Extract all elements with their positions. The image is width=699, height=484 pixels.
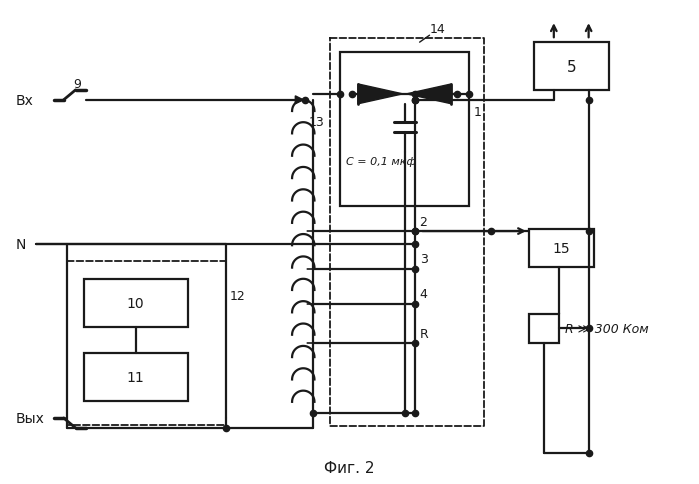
Text: Фиг. 2: Фиг. 2 xyxy=(324,460,374,475)
Text: 2: 2 xyxy=(419,215,428,228)
Polygon shape xyxy=(358,85,403,105)
Bar xyxy=(66,261,226,425)
Text: 4: 4 xyxy=(419,287,428,301)
Text: 12: 12 xyxy=(230,289,245,302)
Text: 5: 5 xyxy=(566,60,576,75)
Text: 14: 14 xyxy=(430,23,445,36)
Text: 11: 11 xyxy=(127,370,145,384)
Bar xyxy=(534,43,609,91)
Text: Вых: Вых xyxy=(16,411,45,425)
Text: R: R xyxy=(419,327,428,340)
Text: 10: 10 xyxy=(127,296,145,310)
Bar xyxy=(330,39,484,426)
Polygon shape xyxy=(407,85,452,105)
Text: 3: 3 xyxy=(419,253,428,266)
Bar xyxy=(529,229,593,267)
Text: 1: 1 xyxy=(473,106,481,119)
Text: Вх: Вх xyxy=(16,93,34,107)
Bar xyxy=(529,314,559,344)
Text: N: N xyxy=(16,238,27,252)
Polygon shape xyxy=(295,97,303,105)
Text: 13: 13 xyxy=(308,116,324,129)
Bar xyxy=(84,354,188,401)
Bar xyxy=(84,279,188,327)
Text: 15: 15 xyxy=(552,242,570,256)
Text: 9: 9 xyxy=(73,78,82,91)
Bar xyxy=(340,53,469,207)
Text: C = 0,1 мкф: C = 0,1 мкф xyxy=(346,157,416,167)
Text: R ≫ 300 Ком: R ≫ 300 Ком xyxy=(565,322,649,335)
